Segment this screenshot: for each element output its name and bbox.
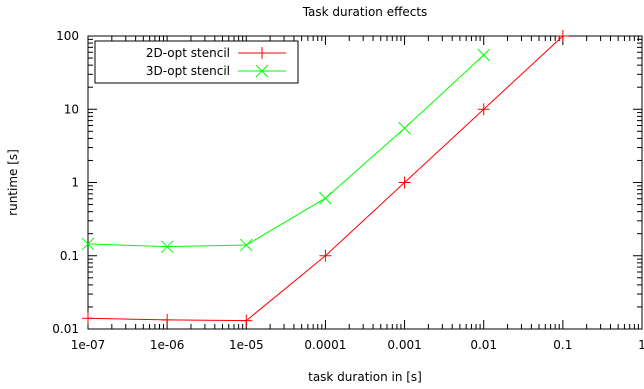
data-point-1-7 [556, 30, 569, 42]
y-axis-label: runtime [s] [6, 149, 20, 216]
series-line-2 [87, 54, 485, 248]
data-point-1-5 [398, 176, 411, 189]
x-tick-label: 1e-05 [229, 338, 264, 352]
x-tick-label: 0.01 [470, 338, 497, 352]
x-tick-label: 0.0001 [304, 338, 346, 352]
x-tick-label: 1e-06 [150, 338, 185, 352]
legend: 2D-opt stencil 3D-opt stencil [94, 40, 299, 84]
data-point-2-1 [81, 237, 95, 251]
y-tick-label: 1 [71, 176, 79, 190]
data-point-2-2 [160, 240, 174, 254]
data-point-2-6 [477, 48, 491, 62]
legend-marker-2 [255, 64, 269, 78]
chart-title: Task duration effects [302, 5, 428, 19]
x-tick-label: 1e-07 [71, 338, 106, 352]
data-point-1-4 [319, 249, 332, 262]
x-tick-label: 1 [638, 338, 644, 352]
data-point-2-3 [239, 238, 253, 252]
legend-label-1: 2D-opt stencil [146, 46, 230, 60]
y-tick-label: 100 [56, 29, 79, 43]
data-point-2-4 [319, 191, 332, 205]
data-point-1-3 [240, 314, 253, 327]
data-point-1-1 [82, 312, 94, 325]
data-point-1-2 [161, 313, 174, 326]
y-tick-label: 0.01 [52, 322, 79, 336]
data-point-1-6 [477, 103, 490, 116]
x-tick-label: 0.001 [387, 338, 421, 352]
x-tick-label: 0.1 [553, 338, 572, 352]
legend-label-2: 3D-opt stencil [146, 64, 230, 78]
axis-ticks: 1e-07 1e-06 1e-05 0.0001 0.001 0.01 0.1 1 0.01 0.… [52, 29, 644, 352]
y-tick-label: 0.1 [60, 249, 79, 263]
data-point-2-5 [398, 121, 411, 135]
series-layer [81, 30, 569, 327]
y-tick-label: 10 [64, 102, 79, 116]
legend-box [94, 40, 299, 84]
x-axis-label: task duration in [s] [308, 370, 422, 384]
legend-marker-1 [256, 47, 268, 59]
